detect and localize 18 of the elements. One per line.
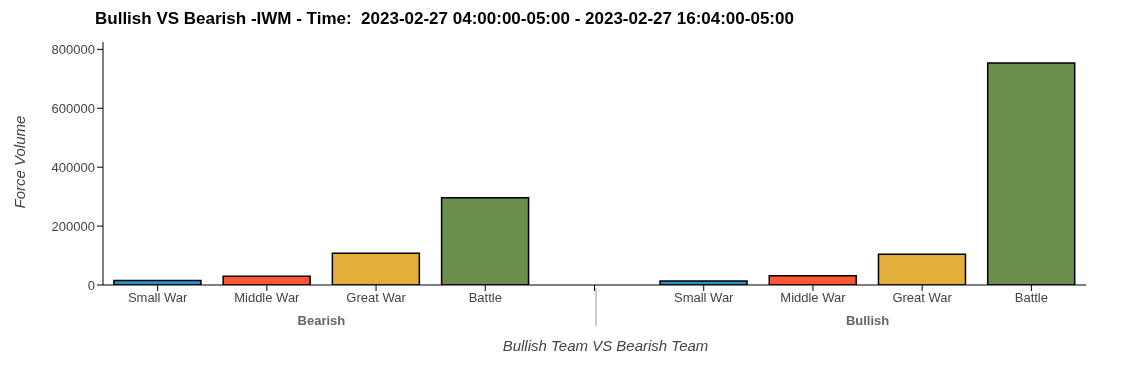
x-tick-label: Small War bbox=[127, 290, 189, 306]
text: Bullish bbox=[844, 313, 891, 328]
chart-title: Bullish VS Bearish -IWM - Time: 2023-02-27 04:00:00-05:00 - 2023-02-27 16:04:00-05:00 bbox=[94, 8, 795, 30]
x-tick-label: Middle War bbox=[234, 290, 301, 306]
x-tick-label: Battle bbox=[1014, 290, 1049, 306]
x-tick-label: Middle War bbox=[780, 290, 847, 306]
x-tick-label: Great War bbox=[346, 290, 407, 306]
x-tick-label: Battle bbox=[468, 290, 502, 306]
y-tick-label: 600000 bbox=[51, 100, 95, 116]
y-tick-label: 800000 bbox=[51, 41, 95, 57]
y-tick-label: 200000 bbox=[51, 218, 95, 234]
y-axis-title: Force Volume bbox=[11, 115, 29, 209]
y-tick-label: 0 bbox=[87, 277, 95, 293]
x-tick-label: Small War bbox=[673, 290, 735, 306]
y-tick-label: 400000 bbox=[51, 159, 95, 175]
text: Bearish bbox=[296, 313, 347, 328]
x-tick-label: Great War bbox=[892, 290, 953, 306]
x-axis-title: Bullish Team VS Bearish Team bbox=[501, 337, 710, 354]
